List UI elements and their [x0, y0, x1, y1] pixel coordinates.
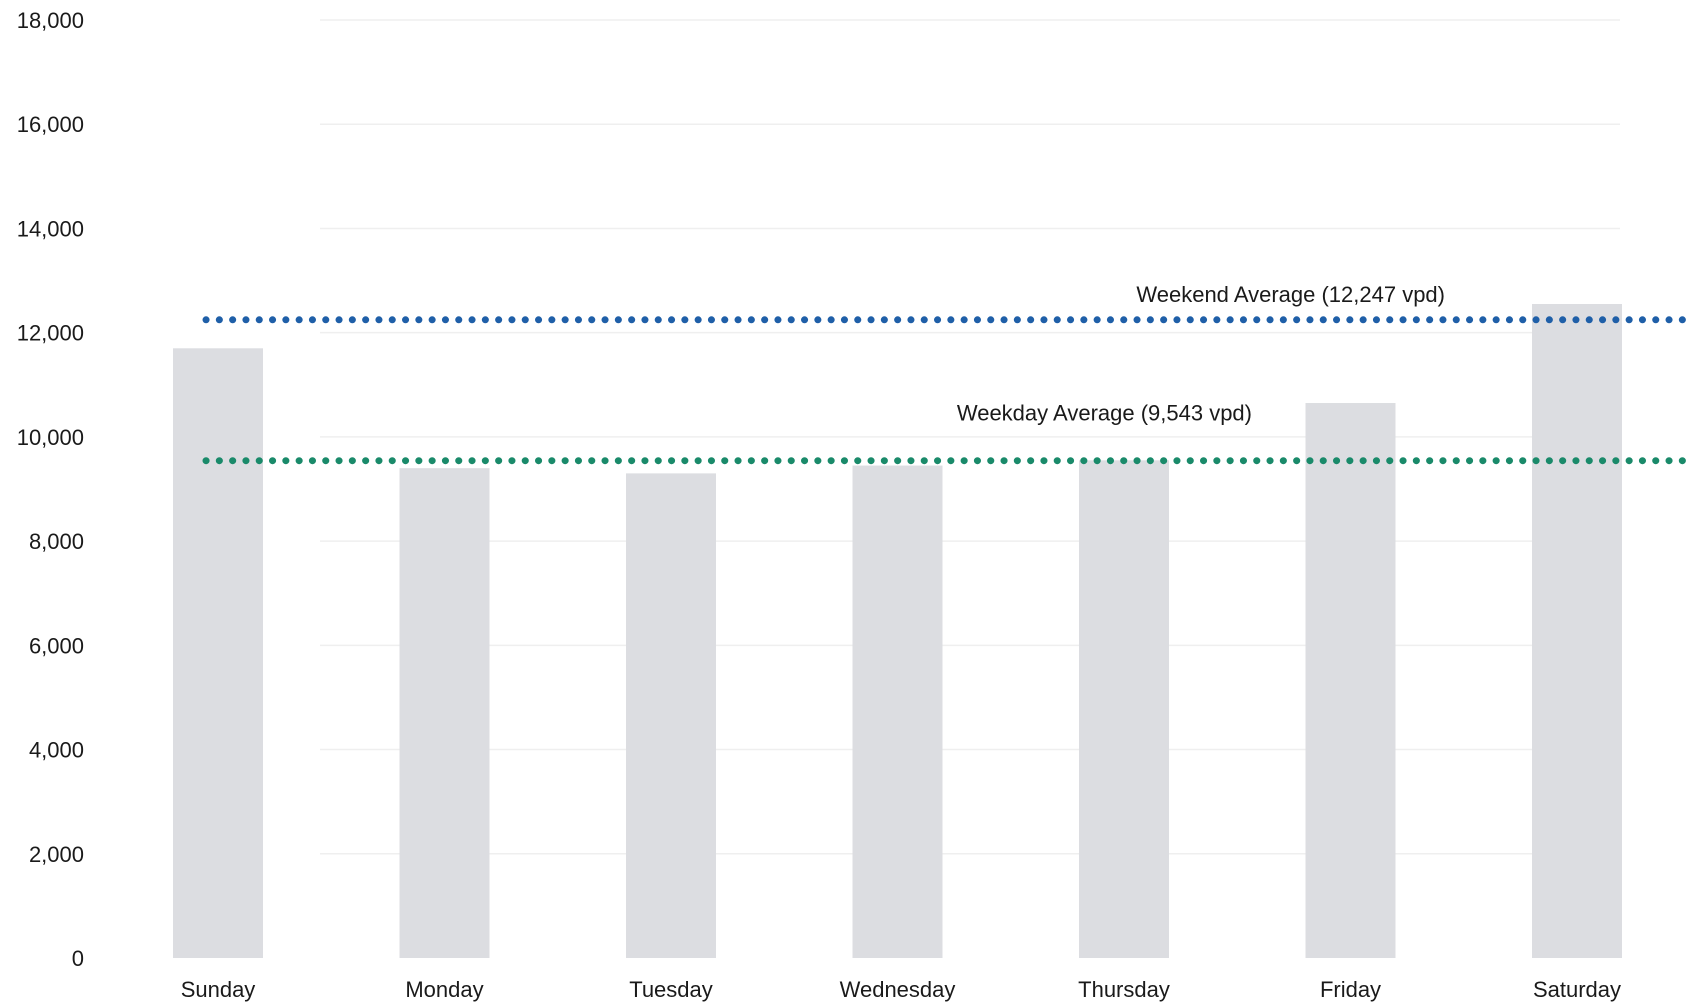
- x-category-label: Saturday: [1533, 977, 1621, 1002]
- y-tick-label: 2,000: [29, 842, 84, 867]
- bar-thursday: [1079, 460, 1169, 958]
- y-tick-label: 12,000: [17, 321, 84, 346]
- bars: [173, 304, 1622, 958]
- bar-friday: [1305, 403, 1396, 958]
- x-category-label: Monday: [405, 977, 483, 1002]
- bar-sunday: [173, 348, 263, 958]
- y-tick-label: 4,000: [29, 738, 84, 763]
- y-axis-tick-labels: 0 2,000 4,000 6,000 8,000 10,000 12,000 14,000 1…: [17, 8, 84, 971]
- bar-tuesday: [626, 473, 716, 958]
- x-category-label: Wednesday: [840, 977, 956, 1002]
- y-tick-label: 14,000: [17, 216, 84, 241]
- y-tick-label: 16,000: [17, 112, 84, 137]
- gridlines: [320, 19, 1620, 855]
- bar-wednesday: [852, 465, 943, 958]
- x-category-label: Tuesday: [629, 977, 713, 1002]
- y-tick-label: 10,000: [17, 425, 84, 450]
- reference-lines: Weekend Average (12,247 vpd) Weekday Aver…: [202, 282, 1688, 465]
- x-axis-category-labels: Sunday Monday Tuesday Wednesday Thursday Frid…: [181, 977, 1621, 1002]
- reference-line-label: Weekend Average (12,247 vpd): [1136, 282, 1445, 307]
- x-category-label: Thursday: [1078, 977, 1170, 1002]
- reference-line-label: Weekday Average (9,543 vpd): [957, 401, 1252, 426]
- bar-saturday: [1532, 304, 1622, 958]
- y-tick-label: 18,000: [17, 8, 84, 33]
- bar-monday: [399, 468, 490, 958]
- y-tick-label: 6,000: [29, 633, 84, 658]
- y-tick-label: 0: [72, 946, 84, 971]
- x-category-label: Friday: [1320, 977, 1381, 1002]
- y-tick-label: 8,000: [29, 529, 84, 554]
- x-category-label: Sunday: [181, 977, 256, 1002]
